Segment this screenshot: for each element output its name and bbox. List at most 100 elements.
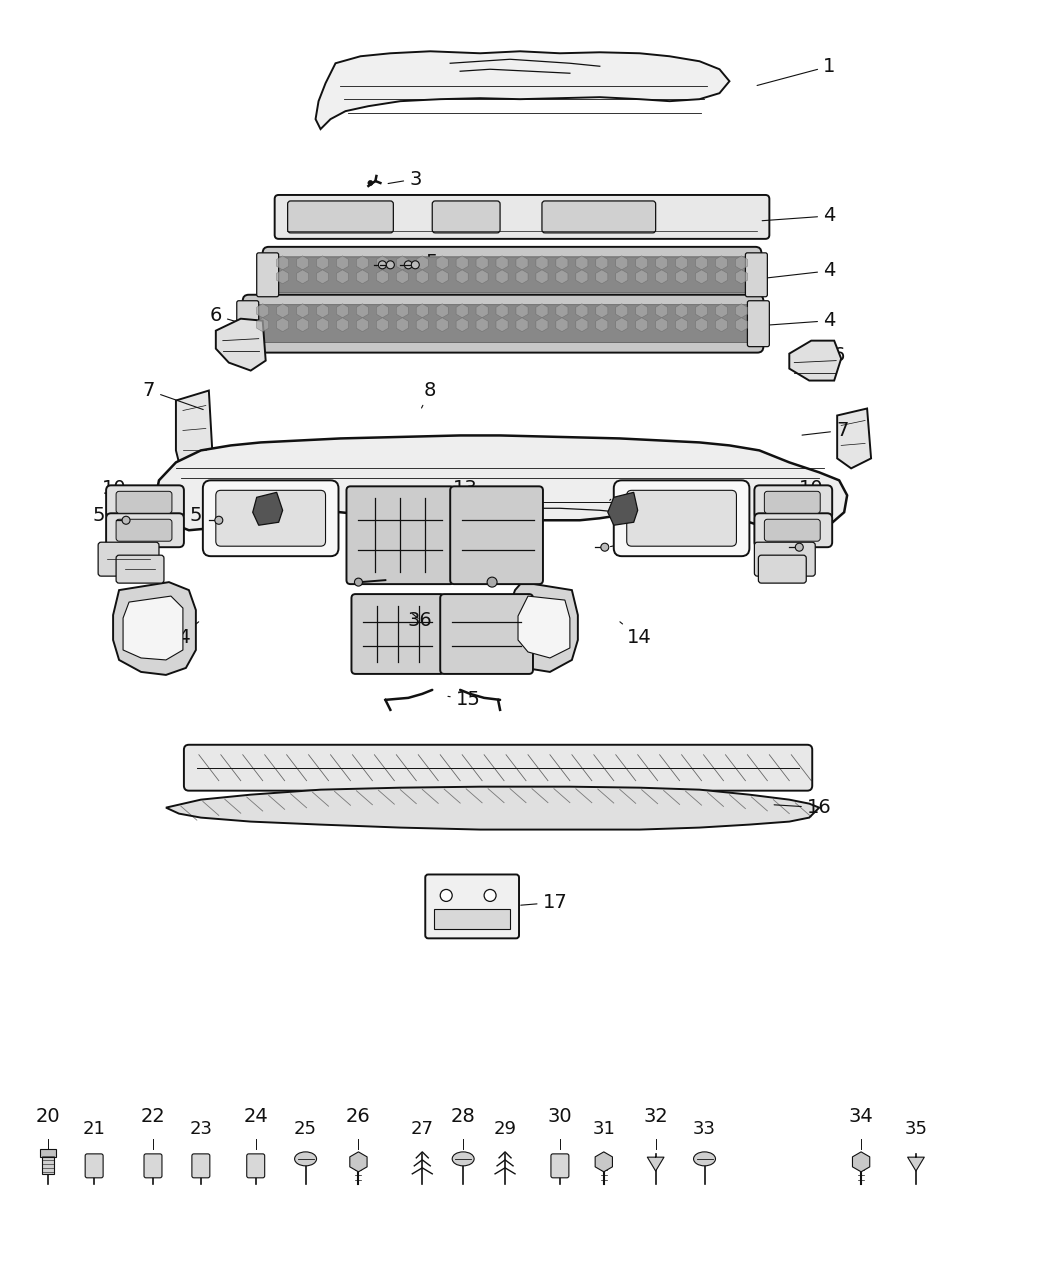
Text: 21: 21 (83, 1119, 106, 1137)
Text: 5: 5 (411, 254, 439, 273)
Circle shape (487, 578, 497, 586)
Text: 9: 9 (610, 481, 626, 500)
Text: 26: 26 (346, 1107, 371, 1126)
Text: 29: 29 (494, 1119, 517, 1137)
Circle shape (601, 543, 609, 551)
Circle shape (412, 261, 419, 269)
Polygon shape (518, 597, 570, 658)
Circle shape (378, 261, 386, 269)
Text: 14: 14 (620, 622, 652, 648)
FancyBboxPatch shape (764, 519, 820, 541)
FancyBboxPatch shape (106, 486, 184, 519)
FancyBboxPatch shape (754, 542, 815, 576)
Text: 35: 35 (904, 1119, 927, 1137)
Text: 5: 5 (610, 533, 636, 552)
Text: 28: 28 (450, 1107, 476, 1126)
Text: 8: 8 (421, 381, 437, 408)
Text: 6: 6 (210, 306, 258, 328)
FancyBboxPatch shape (275, 256, 750, 293)
Polygon shape (123, 597, 183, 660)
Bar (435, 909, 510, 929)
Polygon shape (253, 492, 282, 525)
Text: 30: 30 (548, 1107, 572, 1126)
FancyBboxPatch shape (754, 486, 833, 519)
Text: 11: 11 (770, 556, 814, 575)
FancyBboxPatch shape (450, 486, 543, 584)
FancyBboxPatch shape (746, 252, 768, 297)
FancyBboxPatch shape (440, 594, 533, 674)
FancyBboxPatch shape (216, 491, 326, 546)
Text: 34: 34 (848, 1107, 874, 1126)
Text: 38: 38 (496, 569, 521, 588)
FancyBboxPatch shape (542, 201, 655, 233)
Polygon shape (166, 787, 819, 830)
FancyBboxPatch shape (85, 1154, 103, 1178)
Circle shape (440, 890, 453, 901)
Text: 9: 9 (279, 481, 292, 500)
Circle shape (355, 578, 362, 586)
Polygon shape (316, 51, 730, 129)
FancyBboxPatch shape (275, 195, 770, 238)
Text: 3: 3 (388, 170, 421, 189)
FancyBboxPatch shape (256, 252, 278, 297)
Circle shape (484, 890, 496, 901)
FancyBboxPatch shape (754, 514, 833, 547)
FancyBboxPatch shape (236, 301, 258, 347)
Text: 5: 5 (92, 506, 126, 525)
Text: 4: 4 (762, 311, 836, 330)
FancyBboxPatch shape (346, 486, 455, 584)
FancyBboxPatch shape (758, 555, 806, 583)
Text: 5: 5 (190, 506, 218, 525)
Polygon shape (216, 319, 266, 371)
Text: 5: 5 (804, 533, 825, 552)
Polygon shape (113, 583, 196, 674)
FancyBboxPatch shape (433, 201, 500, 233)
Text: 31: 31 (592, 1119, 615, 1137)
FancyArrowPatch shape (647, 1156, 664, 1170)
Circle shape (368, 181, 373, 185)
Text: 25: 25 (294, 1119, 317, 1137)
Text: 4: 4 (762, 207, 836, 226)
FancyBboxPatch shape (203, 481, 338, 556)
FancyBboxPatch shape (627, 491, 736, 546)
Text: 37: 37 (358, 569, 383, 588)
FancyBboxPatch shape (98, 542, 159, 576)
Text: 27: 27 (411, 1119, 434, 1137)
Polygon shape (608, 492, 637, 525)
Circle shape (404, 261, 413, 269)
Text: 33: 33 (693, 1119, 716, 1137)
Circle shape (386, 261, 395, 269)
FancyBboxPatch shape (425, 875, 519, 938)
Text: 20: 20 (36, 1107, 61, 1126)
FancyBboxPatch shape (184, 745, 813, 790)
Text: 11: 11 (117, 558, 162, 578)
FancyBboxPatch shape (352, 594, 444, 674)
FancyBboxPatch shape (117, 491, 172, 514)
Text: 36: 36 (407, 611, 433, 630)
Text: 15: 15 (448, 690, 481, 709)
FancyBboxPatch shape (144, 1154, 162, 1178)
Text: 32: 32 (644, 1107, 668, 1126)
Circle shape (215, 516, 223, 524)
Polygon shape (508, 583, 578, 672)
FancyBboxPatch shape (106, 514, 184, 547)
FancyBboxPatch shape (551, 1154, 569, 1178)
FancyBboxPatch shape (117, 519, 172, 541)
FancyBboxPatch shape (764, 491, 820, 514)
FancyBboxPatch shape (192, 1154, 210, 1178)
Bar (42, 1154, 55, 1174)
Bar (40, 1149, 57, 1156)
FancyBboxPatch shape (262, 247, 761, 302)
Ellipse shape (295, 1151, 316, 1165)
Polygon shape (790, 340, 841, 380)
Polygon shape (837, 408, 871, 468)
Text: 13: 13 (448, 479, 478, 499)
FancyBboxPatch shape (243, 295, 763, 353)
Text: 6: 6 (802, 346, 845, 367)
Text: 23: 23 (189, 1119, 212, 1137)
Polygon shape (176, 390, 213, 470)
FancyBboxPatch shape (247, 1154, 265, 1178)
FancyBboxPatch shape (288, 201, 394, 233)
Text: 14: 14 (167, 622, 198, 648)
Circle shape (795, 543, 803, 551)
